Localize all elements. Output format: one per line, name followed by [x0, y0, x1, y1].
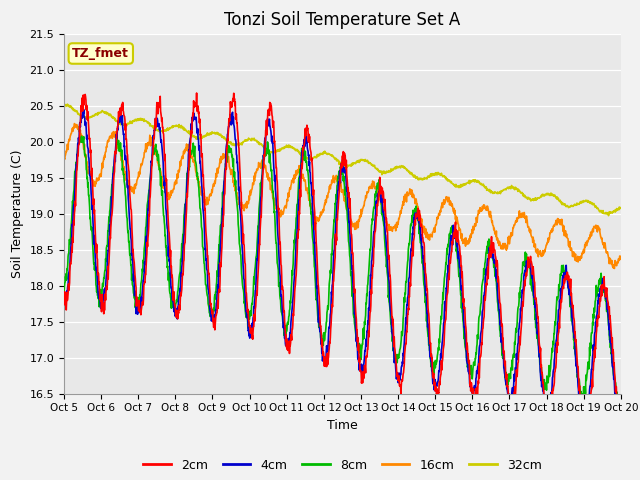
- 8cm: [126, 251, 134, 257]
- 32cm: [63, 101, 71, 107]
- 32cm: [297, 151, 305, 157]
- 32cm: [605, 213, 612, 218]
- 2cm: [60, 296, 68, 302]
- 4cm: [79, 105, 87, 111]
- 16cm: [611, 265, 618, 271]
- 8cm: [616, 404, 624, 410]
- 16cm: [378, 201, 385, 207]
- 2cm: [617, 416, 625, 421]
- Text: TZ_fmet: TZ_fmet: [72, 47, 129, 60]
- 32cm: [318, 150, 326, 156]
- 8cm: [104, 243, 111, 249]
- 32cm: [378, 168, 385, 174]
- Title: Tonzi Soil Temperature Set A: Tonzi Soil Temperature Set A: [224, 11, 461, 29]
- 32cm: [308, 156, 316, 162]
- 16cm: [60, 159, 68, 165]
- 2cm: [103, 287, 111, 292]
- 4cm: [60, 290, 68, 296]
- 32cm: [126, 118, 134, 124]
- 8cm: [617, 398, 625, 404]
- 2cm: [378, 183, 385, 189]
- Legend: 2cm, 4cm, 8cm, 16cm, 32cm: 2cm, 4cm, 8cm, 16cm, 32cm: [138, 454, 547, 477]
- 4cm: [104, 255, 111, 261]
- 2cm: [616, 424, 623, 430]
- 16cm: [617, 254, 625, 260]
- 2cm: [126, 190, 134, 196]
- 8cm: [378, 195, 385, 201]
- 16cm: [297, 168, 305, 174]
- 16cm: [318, 210, 326, 216]
- 2cm: [297, 194, 305, 200]
- Line: 16cm: 16cm: [64, 124, 621, 268]
- 8cm: [60, 289, 68, 295]
- 8cm: [318, 344, 326, 350]
- 4cm: [378, 199, 385, 205]
- Line: 2cm: 2cm: [64, 93, 621, 427]
- 4cm: [318, 348, 326, 354]
- 4cm: [308, 193, 316, 199]
- 16cm: [308, 205, 316, 211]
- 16cm: [70, 121, 78, 127]
- Line: 8cm: 8cm: [64, 136, 621, 407]
- Line: 4cm: 4cm: [64, 108, 621, 430]
- X-axis label: Time: Time: [327, 419, 358, 432]
- 4cm: [297, 174, 305, 180]
- 8cm: [308, 227, 316, 233]
- 32cm: [60, 103, 68, 108]
- 8cm: [77, 133, 85, 139]
- 4cm: [126, 226, 134, 232]
- 8cm: [297, 167, 305, 173]
- 32cm: [617, 205, 625, 211]
- 2cm: [308, 161, 316, 167]
- Line: 32cm: 32cm: [64, 104, 621, 216]
- 4cm: [617, 427, 625, 433]
- Y-axis label: Soil Temperature (C): Soil Temperature (C): [11, 149, 24, 278]
- 32cm: [104, 110, 111, 116]
- 2cm: [318, 337, 326, 343]
- 2cm: [193, 90, 200, 96]
- 16cm: [126, 186, 134, 192]
- 16cm: [104, 139, 111, 144]
